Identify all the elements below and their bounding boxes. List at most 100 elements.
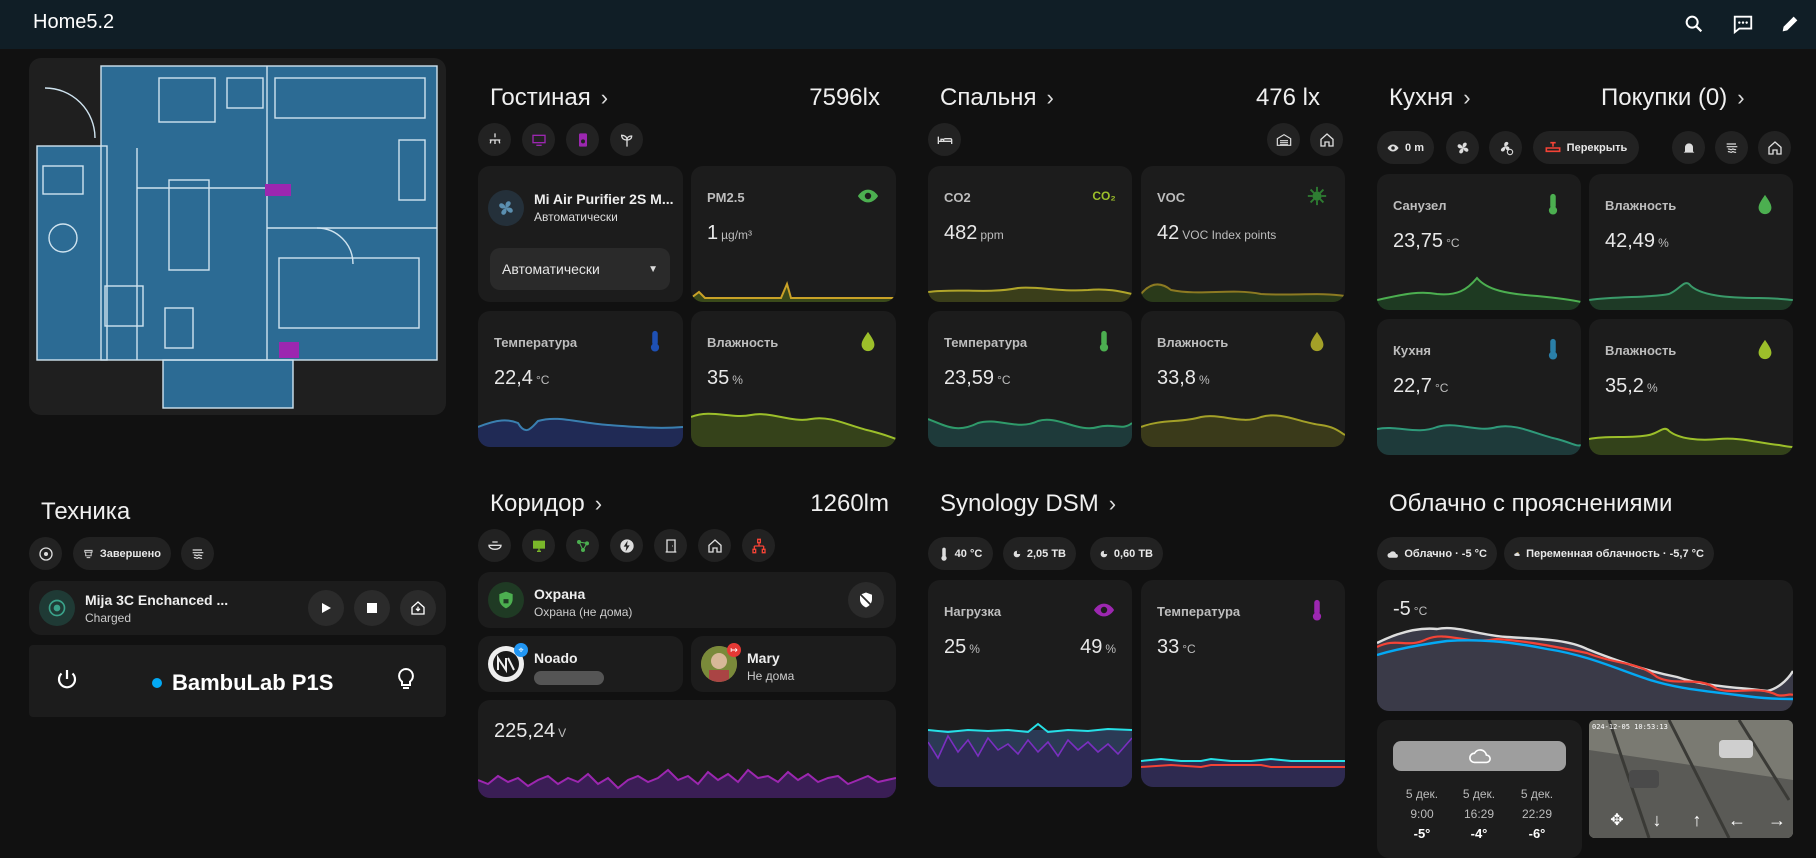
edit-pencil-icon[interactable] [1776,10,1804,38]
printer-card[interactable]: BambuLab P1S [29,645,446,717]
eye-icon [856,184,880,208]
bell-chip[interactable] [1672,131,1705,164]
kitchen-hum-card[interactable]: Влажность 35,2% [1589,319,1793,455]
bed-button[interactable] [928,123,961,156]
power-icon[interactable] [55,667,79,696]
sensor-chip[interactable] [566,529,599,562]
bathroom-temp-unit: °C [1446,236,1460,250]
pet-bowl-chip[interactable] [478,529,511,562]
fan-timer-chip[interactable] [1489,131,1522,164]
vacuum-dock-button[interactable] [400,590,436,626]
forecast-card[interactable] [1377,720,1582,858]
hood-chip[interactable] [1715,131,1748,164]
outdoor-temp-card[interactable]: -5 °C [1377,580,1793,711]
bedroom-temp-graph [928,418,1132,447]
bedroom-temp-card[interactable]: Температура 23,59 °C [928,311,1132,447]
corridor-home-chip[interactable] [698,529,731,562]
virus-icon [1305,184,1329,208]
chevron-right-icon: › [594,491,603,516]
forecast-date: 5 дек. [1462,787,1496,801]
kitchen-home-chip[interactable] [1758,131,1791,164]
kitchen-temp-graph [1377,424,1581,455]
chandelier-button[interactable] [478,123,511,156]
air-purifier-card[interactable]: Mi Air Purifier 2S M... Автоматически Ав… [478,166,683,302]
vacuum-start-button[interactable] [308,590,344,626]
plant-button[interactable] [610,123,643,156]
fan-icon[interactable] [488,190,524,226]
floor-plan[interactable] [29,58,446,415]
fan-chip[interactable] [1446,131,1479,164]
nas-temp-chip[interactable]: 40 °C [928,537,993,570]
bedroom-illuminance: 476 lx [1255,84,1320,111]
distance-chip[interactable]: 0 m [1377,131,1434,164]
assist-chat-icon[interactable] [1729,10,1757,38]
living-hum-card[interactable]: Влажность 35% [691,311,896,447]
water-percent-icon [856,329,880,353]
voltage-card[interactable]: 225,24 V [478,700,896,798]
arrow-up-icon[interactable]: ↑ [1692,809,1702,830]
alarm-disarm-button[interactable] [848,582,884,618]
alarm-state: Охрана (не дома) [534,605,633,619]
vacuum-chip[interactable] [29,537,62,570]
arrow-right-icon[interactable]: → [1768,809,1786,830]
bathroom-temp-card[interactable]: Санузел 23,75 °C [1377,174,1581,310]
synology-title[interactable]: Synology DSM › [940,490,1116,518]
door-chip[interactable] [654,529,687,562]
person-location-blurred [534,671,604,685]
voc-card[interactable]: VOC 42 VOC Index points [1141,166,1345,302]
search-icon[interactable] [1680,10,1708,38]
lightbulb-icon[interactable] [396,667,416,696]
garage-button[interactable] [1267,123,1300,156]
molecule-co2-icon: CO₂ [1092,189,1116,203]
camera-pan-icon[interactable]: ✥ [1610,812,1624,829]
monitor-chip[interactable] [522,529,555,562]
flash-chip[interactable] [610,529,643,562]
bedroom-hum-number: 33,8 [1157,367,1196,389]
person-card-mary[interactable]: ↦ Mary Не дома [691,636,896,692]
nas-load-card[interactable]: Нагрузка 25% 49% [928,580,1132,787]
tv-button[interactable] [522,123,555,156]
living-temp-unit: °C [535,373,550,387]
kitchen-temp-card[interactable]: Кухня 22,7 °C [1377,319,1581,455]
bedroom-title[interactable]: Спальня › [940,84,1054,112]
camera-card[interactable]: 024-12-05 10:53:13 [1589,720,1793,838]
co2-card[interactable]: CO2 482 ppm CO₂ [928,166,1132,302]
forecast-temp: -4° [1470,826,1488,841]
bathroom-hum-card[interactable]: Влажность 42,49% [1589,174,1793,310]
arrow-left-icon[interactable]: ← [1728,809,1746,830]
forecast-temp: -5° [1413,826,1431,841]
vacuum-name: Mija 3C Enchanced ... [85,592,229,608]
nas-volume1-chip[interactable]: 2,05 TB [1003,537,1076,570]
kitchen-title[interactable]: Кухня › [1389,84,1471,112]
arrow-down-icon[interactable]: ↓ [1652,809,1662,830]
floor-plan-card[interactable] [29,58,446,415]
shopping-list-title[interactable]: Покупки (0) › [1601,84,1745,112]
purifier-mode-select[interactable]: Автоматически ▼ [490,248,670,290]
weather-chip-forecast[interactable]: Переменная облачность · -5,7 °C [1504,537,1714,570]
printer-status-chip[interactable]: Завершено [73,537,171,570]
range-hood-icon [192,548,203,559]
corridor-title-text: Коридор [490,490,585,517]
kitchen-hum-value: 35,2% [1605,375,1658,398]
alarm-card[interactable]: Охрана Охрана (не дома) [478,572,896,628]
hood-tech-chip[interactable] [181,537,214,570]
home-button[interactable] [1310,123,1343,156]
network-chip[interactable] [742,529,775,562]
corridor-title[interactable]: Коридор › [490,490,602,518]
bathroom-hum-graph [1589,282,1793,310]
vacuum-stop-button[interactable] [354,590,390,626]
outdoor-temp-graph [1377,626,1793,711]
nas-temp-card[interactable]: Температура 33 °C [1141,580,1345,787]
person-card-noado[interactable]: ⌖ Noado [478,636,683,692]
bedroom-hum-card[interactable]: Влажность 33,8% [1141,311,1345,447]
living-room-title[interactable]: Гостиная › [490,84,608,112]
weather-chip-current[interactable]: Облачно · -5 °C [1377,537,1497,570]
water-percent-icon [1753,337,1777,361]
forecast-time: 9:00 [1410,807,1434,821]
vacuum-card[interactable]: Mija 3C Enchanced ... Charged [29,581,446,635]
speaker-button[interactable] [566,123,599,156]
water-valve-chip[interactable]: Перекрыть [1533,131,1639,164]
living-temp-card[interactable]: Температура 22,4 °C [478,311,683,447]
pm25-card[interactable]: PM2.5 1 µg/m³ [691,166,896,302]
nas-volume2-chip[interactable]: 0,60 TB [1090,537,1163,570]
